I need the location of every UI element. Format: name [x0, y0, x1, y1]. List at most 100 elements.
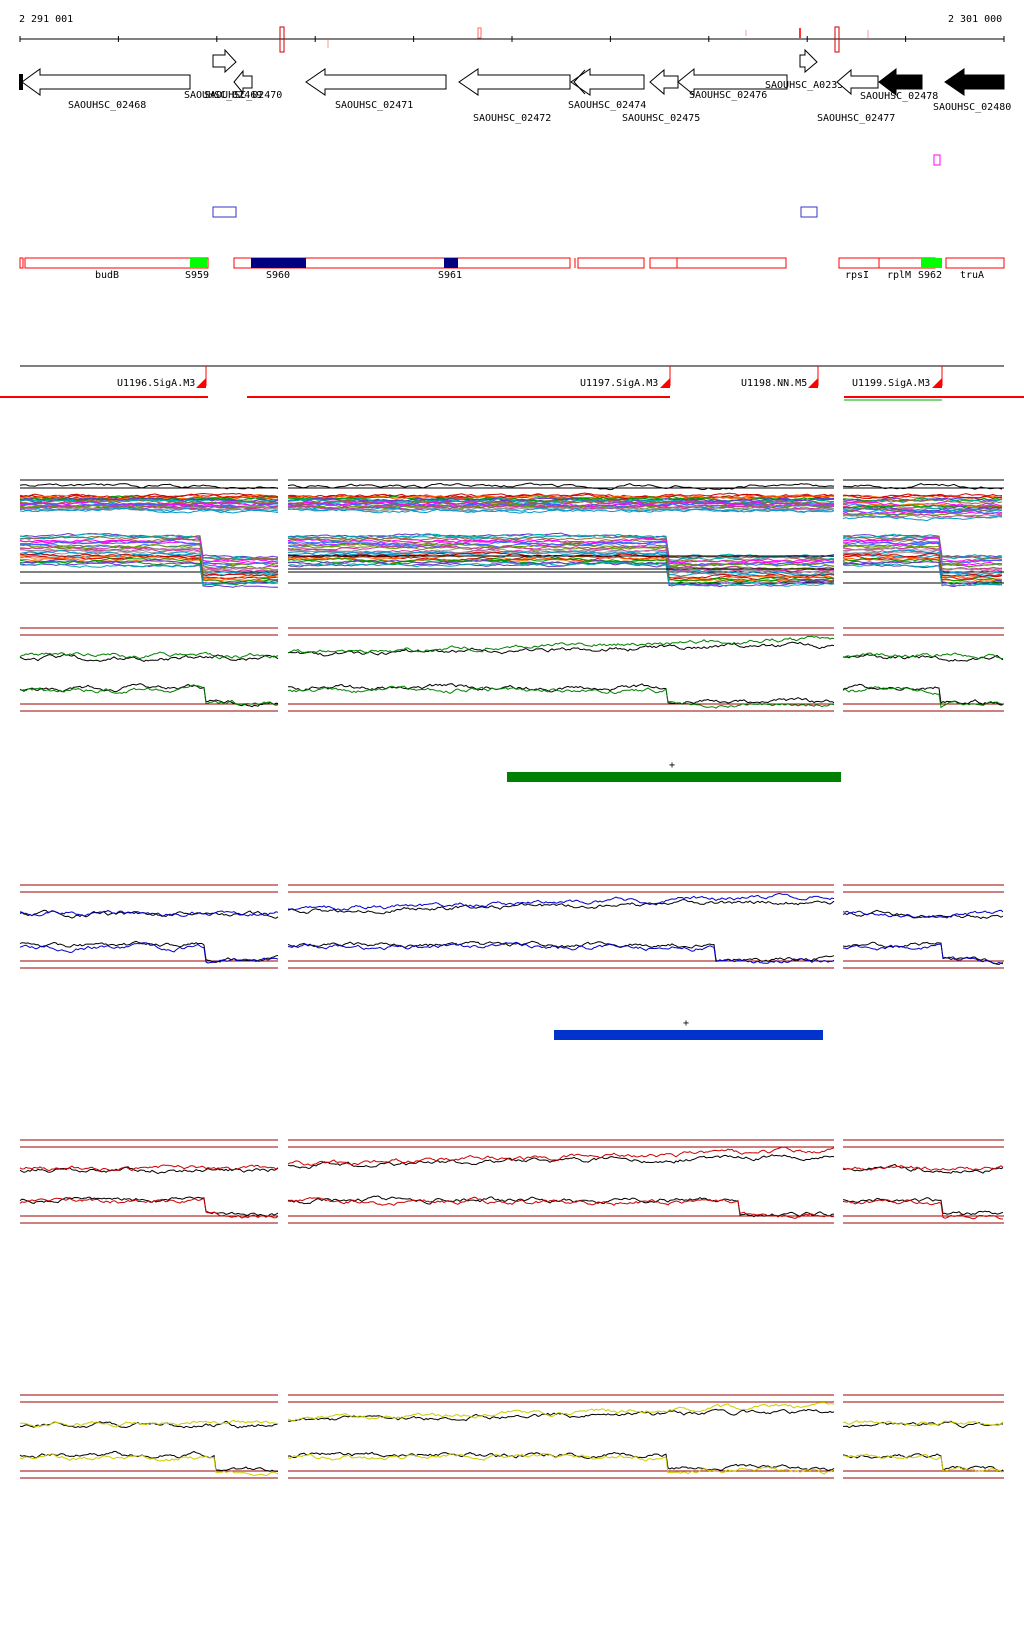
condition-trace	[287, 685, 835, 709]
overview-trace	[842, 539, 1003, 563]
condition-trace	[287, 1146, 835, 1166]
overview-trace	[842, 563, 1003, 587]
green-bar-group: +	[507, 760, 841, 782]
condition-panel-green	[19, 627, 1004, 712]
overview-trace	[19, 492, 279, 500]
reference-trace	[842, 1453, 1004, 1472]
reference-trace	[19, 1196, 279, 1217]
coordinate-ruler: 2 291 001 2 301 000	[19, 14, 1005, 53]
gene-label: SAOUHSC_02480	[933, 102, 1011, 113]
overview-trace	[287, 496, 835, 503]
segment-label-rpsI: rpsI	[845, 270, 869, 281]
reference-trace	[19, 683, 279, 708]
segment-label-S962: S962	[918, 270, 942, 281]
overview-trace	[288, 501, 835, 508]
ruler-ticks	[19, 36, 1005, 42]
overview-trace	[19, 538, 279, 563]
segment-label-budB: budB	[95, 270, 119, 281]
gene-label: SAOUHSC_02468	[68, 100, 146, 111]
gene-label: SAOUHSC_02470	[204, 90, 282, 101]
tu-label: U1199.SigA.M3	[852, 378, 930, 389]
gene-SAOUHSC_02477[interactable]: SAOUHSC_02477	[817, 68, 895, 124]
condition-panel-blue	[19, 884, 1004, 969]
overview-trace	[287, 557, 835, 582]
reference-trace	[287, 1451, 835, 1472]
gene-label: SAOUHSC_02478	[860, 91, 938, 102]
segment-S962-block[interactable]	[921, 258, 942, 268]
overview-trace	[19, 507, 279, 514]
end-coordinate: 2 301 000	[948, 14, 1002, 25]
segment-S960-block[interactable]	[251, 258, 306, 268]
gene-SAOUHSC_02469[interactable]: SAOUHSC_02469	[184, 48, 262, 101]
reference-trace	[287, 898, 835, 915]
condition-trace	[842, 652, 1004, 660]
overview-trace	[19, 504, 279, 510]
tu-label: U1196.SigA.M3	[117, 378, 195, 389]
condition-trace	[287, 1452, 835, 1475]
gene-SAOUHSC_02474[interactable]: SAOUHSC_02474	[568, 68, 646, 111]
overview-trace	[19, 498, 279, 504]
overview-trace	[19, 557, 279, 583]
tu-U1197[interactable]: U1197.SigA.M3	[580, 366, 671, 389]
overview-trace	[19, 496, 279, 504]
gene-SAOUHSC_02470[interactable]: SAOUHSC_02470	[204, 69, 282, 101]
green-expression-bar[interactable]	[507, 772, 841, 782]
gene-label: SAOUHSC_02477	[817, 113, 895, 124]
gene-SAOUHSC_02472[interactable]: SAOUHSC_02472	[458, 68, 571, 124]
gene-SAOUHSC_02475[interactable]: SAOUHSC_02475	[622, 68, 700, 124]
reference-trace	[842, 1163, 1004, 1174]
gene-SAOUHSC_02476[interactable]: SAOUHSC_02476	[677, 67, 788, 101]
condition-trace	[287, 1402, 835, 1422]
overview-trace	[19, 561, 279, 586]
reference-trace	[19, 1420, 279, 1429]
gene-label: SAOUHSC_A02350	[765, 80, 849, 91]
overview-trace	[19, 492, 279, 501]
expression-overview-panel	[19, 479, 1004, 588]
overview-trace	[842, 507, 1003, 512]
overview-trace	[842, 515, 1002, 522]
feature-marker[interactable]	[212, 206, 237, 218]
gene-label: SAOUHSC_02475	[622, 113, 700, 124]
overview-trace	[842, 547, 1003, 572]
overview-trace	[842, 541, 1003, 565]
tu-U1196[interactable]: U1196.SigA.M3	[117, 366, 207, 389]
tu-U1199[interactable]: U1199.SigA.M3	[852, 366, 943, 389]
overview-trace	[842, 554, 1003, 578]
overview-trace	[842, 557, 1003, 582]
feature-marker[interactable]	[800, 206, 818, 218]
tu-U1198[interactable]: U1198.NN.M5	[741, 366, 819, 389]
reference-trace	[287, 940, 835, 962]
segment-S959-block[interactable]	[190, 258, 207, 268]
condition-trace	[19, 942, 279, 964]
segment-S961-block[interactable]	[444, 258, 458, 268]
condition-trace	[19, 909, 279, 917]
gene-SAOUHSC_02468[interactable]: SAOUHSC_02468	[19, 68, 191, 111]
blue-expression-bar[interactable]	[554, 1030, 823, 1040]
segment-label-S959: S959	[185, 270, 209, 281]
overview-trace	[842, 535, 1003, 560]
condition-trace	[842, 1165, 1004, 1171]
gene-SAOUHSC_02478[interactable]: SAOUHSC_02478	[860, 67, 938, 102]
overview-trace	[287, 492, 835, 500]
reference-trace	[842, 653, 1004, 662]
feature-marker[interactable]	[933, 154, 941, 166]
overview-trace	[287, 556, 835, 583]
gene-SAOUHSC_02480[interactable]: SAOUHSC_02480	[933, 68, 1011, 113]
gene-SAOUHSC_02471[interactable]: SAOUHSC_02471	[305, 68, 447, 111]
overview-trace	[287, 555, 835, 580]
gene-track: SAOUHSC_02468 SAOUHSC_02469 SAOUHSC_0247…	[19, 48, 1011, 124]
transcription-unit-track: U1196.SigA.M3 U1197.SigA.M3 U1198.NN.M5 …	[0, 365, 1024, 401]
overview-trace	[287, 554, 835, 581]
overview-trace	[842, 510, 1003, 516]
ruler-markers	[279, 26, 869, 53]
condition-trace	[842, 1199, 1004, 1220]
gene-label: SAOUHSC_02471	[335, 100, 413, 111]
overview-trace	[19, 554, 279, 580]
segment-label-rplM: rplM	[887, 270, 911, 281]
segment-track: budB S959 S960 S961 rpsI rplM S962 truA	[19, 257, 1005, 281]
condition-trace	[842, 909, 1004, 919]
gene-SAOUHSC_A02350[interactable]: SAOUHSC_A02350	[765, 48, 849, 91]
condition-trace	[287, 892, 835, 911]
condition-trace	[19, 1197, 279, 1219]
